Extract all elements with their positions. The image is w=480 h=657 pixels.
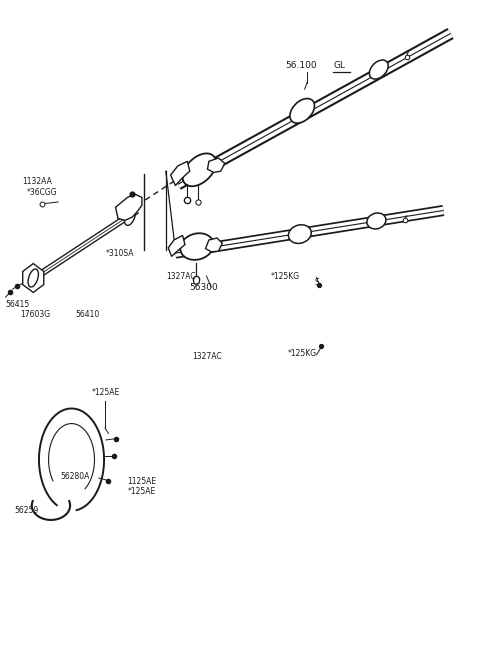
Polygon shape: [205, 238, 222, 252]
Text: 56415: 56415: [5, 300, 30, 309]
Ellipse shape: [182, 154, 216, 186]
Text: 1132AA: 1132AA: [22, 177, 52, 185]
Text: *36CGG: *36CGG: [27, 189, 58, 197]
Ellipse shape: [367, 213, 386, 229]
Polygon shape: [168, 235, 185, 256]
Text: 56259: 56259: [14, 507, 38, 515]
Ellipse shape: [180, 233, 214, 260]
Text: 56.100: 56.100: [286, 60, 317, 70]
Text: 1327AC: 1327AC: [166, 271, 195, 281]
Text: *125KG: *125KG: [271, 272, 300, 281]
Text: S: S: [314, 278, 319, 287]
Text: 56410: 56410: [75, 309, 99, 319]
Text: 17603G: 17603G: [20, 309, 50, 319]
Text: 1327AC: 1327AC: [192, 352, 222, 361]
Text: 56280A: 56280A: [60, 472, 90, 481]
Ellipse shape: [290, 99, 314, 123]
Text: *310SA: *310SA: [106, 249, 134, 258]
Text: 1125AE: 1125AE: [128, 477, 156, 486]
Ellipse shape: [124, 206, 135, 225]
Polygon shape: [207, 158, 225, 173]
Text: 56300: 56300: [190, 283, 218, 292]
Text: *125AE: *125AE: [128, 487, 156, 495]
Polygon shape: [116, 194, 142, 220]
Ellipse shape: [288, 225, 311, 243]
Text: GL: GL: [333, 60, 345, 70]
Ellipse shape: [370, 60, 388, 79]
Polygon shape: [170, 162, 190, 185]
Polygon shape: [23, 263, 44, 292]
Text: *125KG: *125KG: [288, 349, 317, 358]
Text: *125AE: *125AE: [92, 388, 120, 397]
Ellipse shape: [28, 269, 38, 287]
